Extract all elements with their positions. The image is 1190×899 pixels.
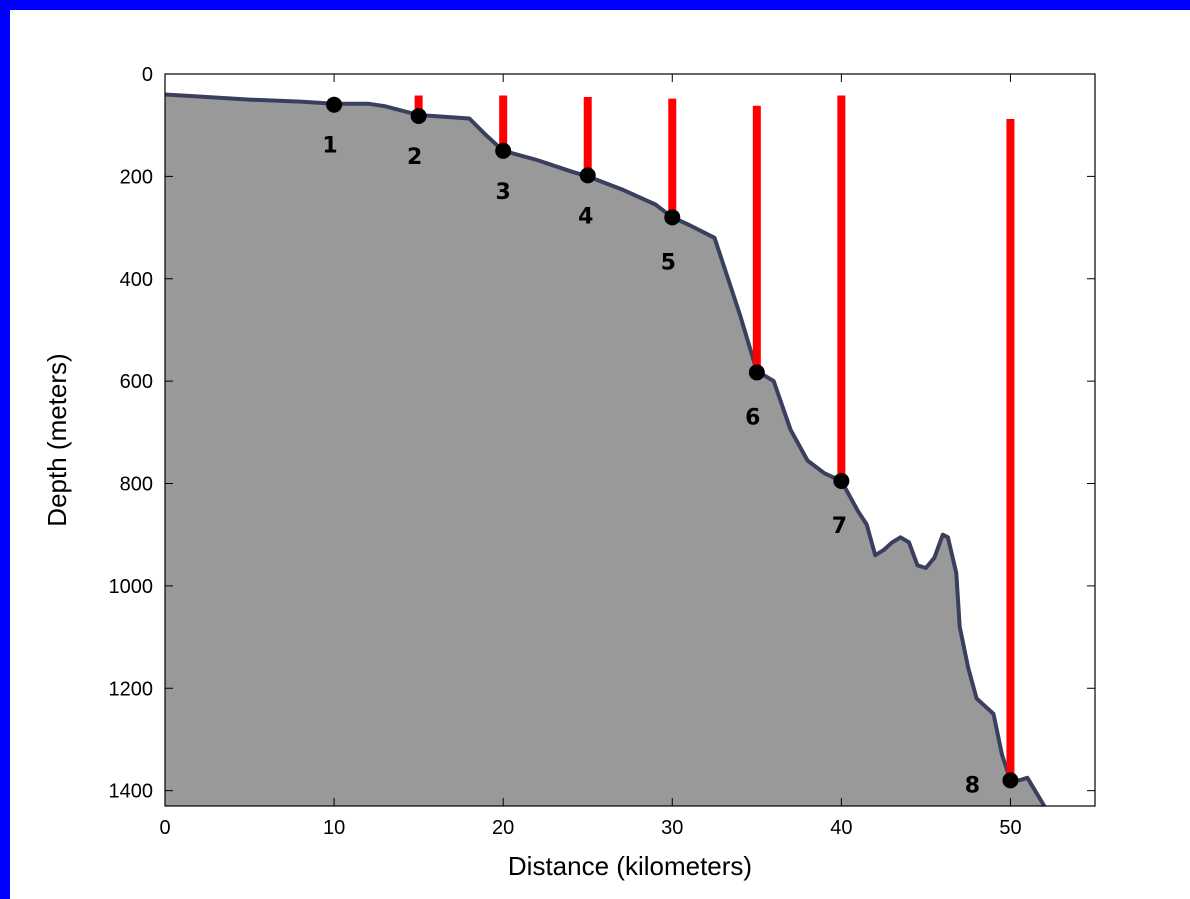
station-point-6: [748, 364, 765, 381]
x-tick-label: 40: [830, 817, 852, 839]
station-label-6: 6: [745, 405, 760, 430]
x-tick-label: 50: [999, 817, 1021, 839]
station-label-7: 7: [832, 514, 847, 539]
y-tick-label: 200: [120, 166, 153, 188]
station-point-7: [833, 472, 850, 489]
x-tick-label: 0: [159, 817, 170, 839]
station-point-2: [410, 107, 427, 124]
station-label-8: 8: [965, 773, 980, 798]
station-point-8: [1002, 772, 1019, 789]
plot-area: 1 2 3 4 5 6 7 8: [164, 73, 1096, 808]
y-tick-label: 800: [120, 474, 153, 496]
station-point-3: [495, 142, 512, 159]
y-tick-label: 600: [120, 371, 153, 393]
x-tick-label: 30: [661, 817, 683, 839]
chart-frame: 1 2 3 4 5 6 7 8 0 10 20 30 40 50 0 200 400 600 800 1000 120…: [10, 10, 1190, 899]
y-tick-label: 1400: [109, 781, 154, 803]
station-point-5: [664, 209, 681, 226]
y-tick-label: 0: [142, 64, 153, 86]
y-tick-label: 1200: [109, 678, 154, 700]
plot-border: [164, 73, 1096, 807]
x-tick-label: 10: [323, 817, 345, 839]
station-point-1: [326, 96, 343, 113]
station-label-4: 4: [578, 204, 593, 229]
y-tick-label: 400: [120, 269, 153, 291]
y-tick-label: 1000: [109, 576, 154, 598]
y-axis-label: Depth (meters): [42, 353, 72, 526]
axis-ticks: 0 10 20 30 40 50 0 200 400 600 800 1000 1200 1400: [109, 64, 1095, 839]
depth-profile-chart: 1 2 3 4 5 6 7 8 0 10 20 30 40 50 0 200 400 600 800 1000 120…: [42, 64, 1096, 881]
seafloor-area: [165, 94, 1045, 806]
x-tick-label: 20: [492, 817, 514, 839]
station-label-1: 1: [322, 134, 337, 159]
seafloor-profile-line: [164, 92, 1047, 808]
station-label-5: 5: [661, 250, 676, 275]
station-label-3: 3: [496, 180, 511, 205]
station-label-2: 2: [407, 145, 422, 170]
x-axis-label: Distance (kilometers): [508, 851, 752, 881]
station-point-4: [579, 167, 596, 184]
